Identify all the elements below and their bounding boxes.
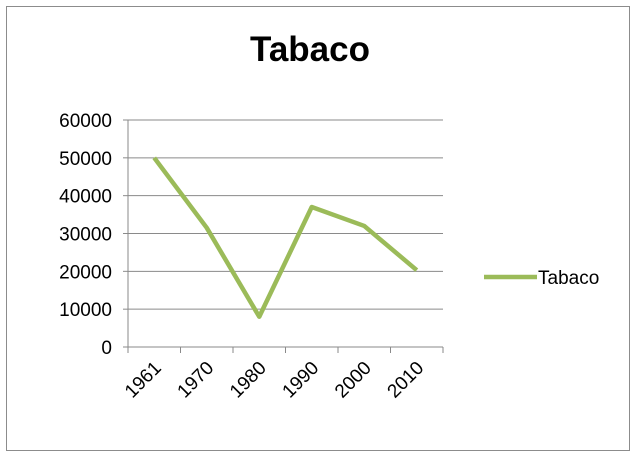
y-axis: 0 10000 20000 30000 40000 50000 60000 <box>59 111 129 359</box>
y-tick-label: 20000 <box>59 262 112 283</box>
x-tick-label: 1961 <box>121 358 166 403</box>
y-tick-label: 30000 <box>59 225 112 246</box>
y-tick-label: 50000 <box>59 149 112 170</box>
x-tick-label: 2000 <box>331 358 376 403</box>
x-tick-label: 1970 <box>174 358 219 403</box>
series-lines <box>152 156 419 319</box>
chart-frame <box>6 6 630 451</box>
y-tick-label: 0 <box>101 338 112 359</box>
series-line <box>152 156 419 319</box>
gridlines <box>128 119 443 310</box>
x-axis: 1961 1970 1980 1990 2000 2010 <box>121 346 444 403</box>
y-tick-label: 40000 <box>59 187 112 208</box>
legend: Tabaco <box>484 268 599 289</box>
x-tick-label: 2010 <box>384 358 429 403</box>
y-tick-label: 60000 <box>59 111 112 132</box>
x-tick-label: 1990 <box>279 358 324 403</box>
legend-label: Tabaco <box>538 268 599 289</box>
chart-title: Tabaco <box>250 30 370 69</box>
x-tick-label: 1980 <box>226 358 271 403</box>
y-tick-label: 10000 <box>59 300 112 321</box>
